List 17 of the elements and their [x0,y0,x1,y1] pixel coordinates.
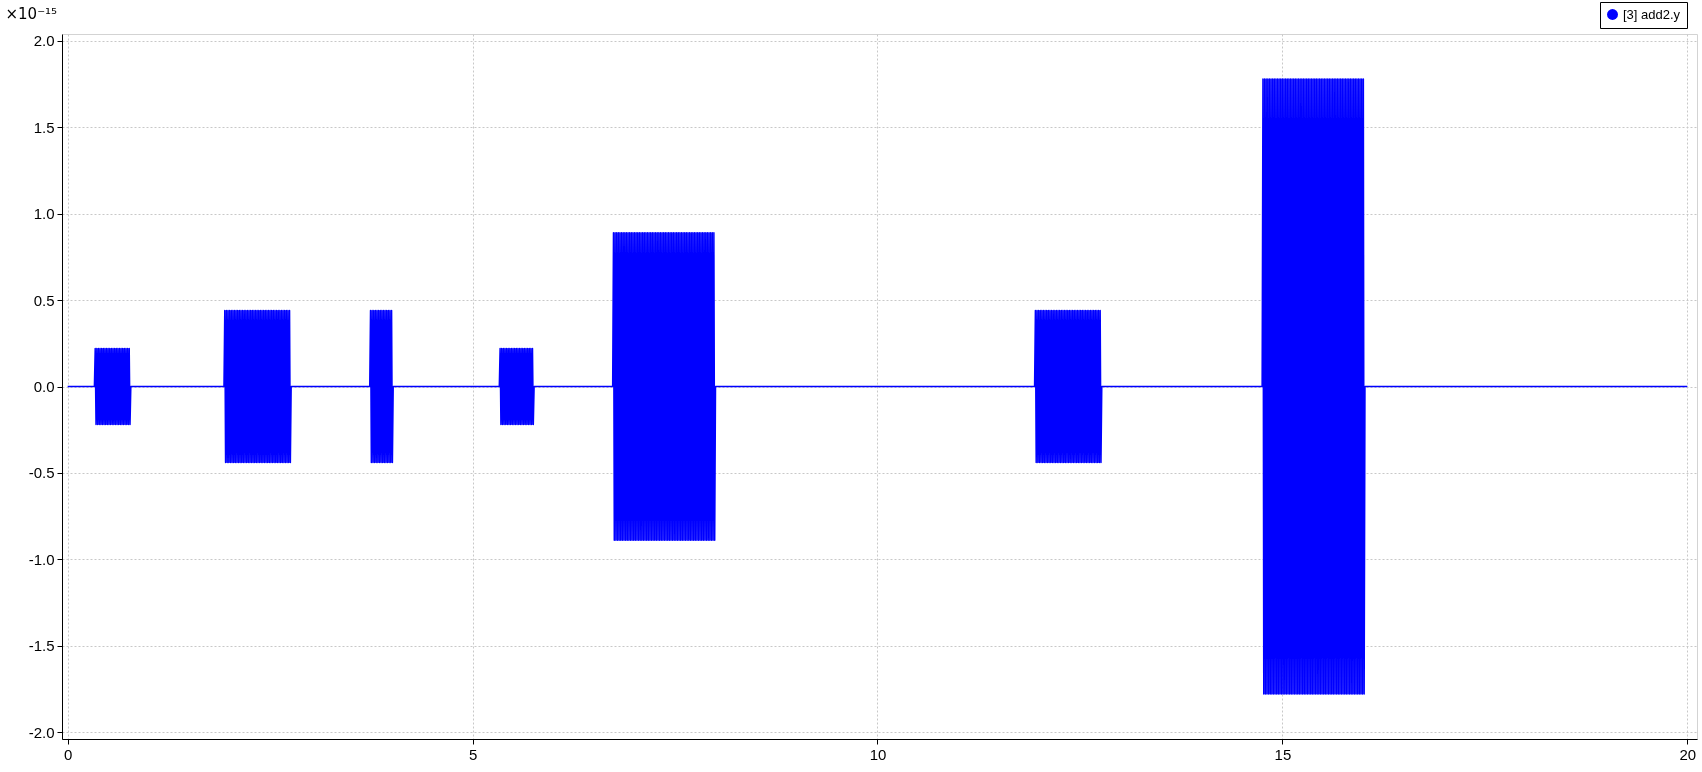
legend-label: [3] add2.y [1623,6,1681,22]
y-tick-label: -1.0 [28,550,55,568]
y-axis-title: ×10⁻¹⁵ [5,4,58,23]
x-tick-label: 20 [1679,745,1697,763]
y-tick-label: 2.0 [33,32,55,50]
line-series [66,78,1689,695]
x-tick-label: 10 [869,745,887,763]
y-tick-label: 0.0 [33,378,55,395]
y-tick-label: -1.5 [28,637,55,655]
y-tick-label: 1.0 [33,205,55,223]
x-tick-label: 5 [468,745,478,763]
x-tick-label: 0 [64,745,73,763]
y-tick-label: 1.5 [33,118,55,136]
y-tick-label: 0.5 [33,291,55,309]
y-tick-label: -0.5 [28,464,55,482]
x-tick-label: 15 [1274,745,1292,763]
y-tick-label: -2.0 [28,723,55,741]
